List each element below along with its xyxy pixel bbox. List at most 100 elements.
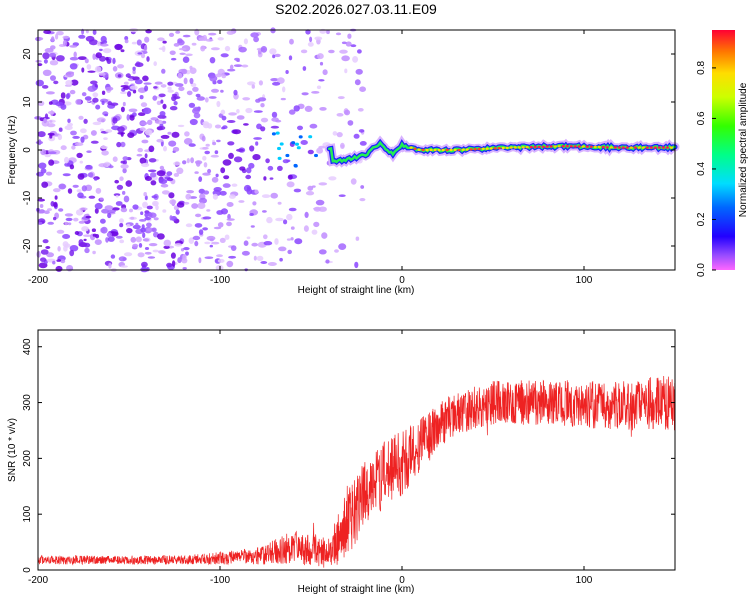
spectrogram-blob bbox=[216, 254, 223, 258]
spectrogram-blob bbox=[83, 118, 88, 124]
spectrogram-blob bbox=[39, 204, 44, 208]
spectrogram-blob bbox=[120, 91, 127, 95]
spectrogram-blob bbox=[229, 194, 236, 199]
spectrogram-blob bbox=[186, 158, 190, 164]
spectrogram-blob bbox=[198, 37, 208, 41]
spectrogram-blob bbox=[56, 259, 61, 262]
spectrogram-blob bbox=[127, 76, 136, 79]
spectrogram-blob bbox=[226, 221, 232, 227]
spectrogram-blob bbox=[45, 91, 55, 95]
spectrogram-blob bbox=[153, 217, 159, 221]
spectrogram-blob bbox=[222, 159, 232, 166]
spectrogram-blob bbox=[40, 249, 49, 255]
spectrogram-blob bbox=[195, 213, 202, 218]
spectrogram-blob bbox=[228, 112, 238, 116]
snr-y-label: SNR (10 * v/v) bbox=[7, 418, 18, 482]
spectrogram-blob bbox=[154, 81, 163, 85]
spectrogram-blob bbox=[144, 247, 150, 250]
spectrogram-blob bbox=[245, 174, 252, 180]
spectrogram-blob bbox=[191, 42, 197, 46]
spectrogram-blob bbox=[130, 216, 135, 220]
spectrogram-blob bbox=[142, 75, 149, 82]
spectrogram-blob bbox=[105, 56, 109, 61]
spectrogram-blob bbox=[166, 262, 173, 268]
spectrogram-blob bbox=[92, 121, 102, 126]
spectrogram-blob bbox=[72, 184, 79, 188]
spectrogram-blob bbox=[267, 262, 277, 266]
spectrogram-blob bbox=[311, 185, 316, 188]
spectrogram-blob bbox=[162, 209, 167, 213]
spectrogram-blob bbox=[101, 208, 110, 214]
spectrogram-blob bbox=[140, 227, 146, 233]
spectrogram-blob bbox=[325, 259, 330, 264]
spectrogram-blob bbox=[54, 195, 58, 200]
x-tick-label: 0 bbox=[399, 575, 405, 586]
spectrogram-blob bbox=[288, 109, 296, 115]
spectrogram-blob bbox=[287, 174, 293, 180]
spectrogram-blob bbox=[76, 189, 82, 193]
spectrogram-blob bbox=[81, 67, 85, 73]
spectrogram-blob bbox=[169, 199, 177, 205]
spectrogram-blob bbox=[47, 132, 55, 136]
spectrogram-blob bbox=[358, 129, 365, 133]
spectrogram-blob bbox=[126, 114, 130, 121]
spectrogram-blob bbox=[354, 261, 359, 269]
spectrogram-blob bbox=[341, 41, 347, 45]
spectrogram-blob bbox=[94, 177, 98, 181]
track-peak bbox=[433, 148, 437, 152]
spectrogram-blob bbox=[183, 247, 190, 251]
spectrogram-blob bbox=[145, 267, 150, 272]
spectrogram-blob bbox=[122, 190, 126, 195]
track-peak bbox=[525, 146, 529, 149]
spectrogram-blob bbox=[64, 221, 68, 226]
track-peak bbox=[537, 145, 541, 149]
spectrogram-blob bbox=[260, 117, 269, 123]
spectrogram-blob bbox=[144, 251, 152, 255]
spectrogram-blob bbox=[270, 78, 279, 82]
spectrogram-blob bbox=[261, 194, 271, 199]
spectrogram-blob bbox=[37, 198, 45, 202]
spectrogram-blob bbox=[45, 246, 51, 249]
spectrogram-blob bbox=[198, 257, 202, 264]
spectrogram-blob bbox=[211, 176, 219, 183]
spectrogram-blob bbox=[215, 73, 222, 78]
spectrogram-blob bbox=[355, 236, 360, 241]
x-tick-label: 0 bbox=[399, 275, 405, 286]
spectrogram-blob bbox=[227, 68, 236, 72]
spectrogram-blob bbox=[194, 160, 203, 165]
spectrogram-blob bbox=[216, 139, 221, 143]
spectrogram-blob bbox=[241, 250, 250, 256]
spectrogram-blob bbox=[302, 66, 307, 71]
spectrogram-blob bbox=[231, 183, 238, 187]
spectrogram-blob bbox=[102, 40, 108, 44]
spectrogram-blob bbox=[228, 255, 237, 259]
spectrogram-blob bbox=[49, 134, 53, 139]
spectrogram-blob bbox=[96, 117, 106, 123]
spectrogram-blob bbox=[211, 241, 220, 245]
track-peak bbox=[573, 145, 577, 148]
spectrogram-blob bbox=[243, 240, 249, 246]
spectrogram-blob bbox=[318, 145, 326, 149]
spectrogram-blob bbox=[77, 173, 85, 180]
spectrogram-blob bbox=[313, 221, 320, 228]
track-peak bbox=[517, 146, 521, 149]
spectrogram-blob bbox=[173, 161, 181, 166]
spectrogram-blob bbox=[42, 239, 49, 244]
spectrogram-blob bbox=[161, 45, 166, 52]
spectrogram-blob bbox=[42, 85, 49, 89]
spectrogram-blob bbox=[226, 120, 236, 123]
spectrogram-blob bbox=[116, 184, 124, 190]
spectrogram-blob bbox=[76, 152, 83, 158]
spectrogram-blob bbox=[219, 237, 226, 243]
spectrogram-blob bbox=[202, 146, 209, 150]
spectrogram-blob bbox=[255, 141, 259, 146]
spectrogram-blob bbox=[146, 135, 150, 138]
spectrogram-blob bbox=[290, 237, 294, 241]
spectrogram-blob bbox=[159, 165, 165, 170]
colorbar-tick-label: 0.4 bbox=[696, 162, 707, 176]
spectrogram-cloud bbox=[34, 27, 367, 273]
spectrogram-blob bbox=[271, 132, 276, 136]
spectrogram-blob bbox=[116, 141, 122, 148]
track-peak bbox=[653, 146, 657, 149]
